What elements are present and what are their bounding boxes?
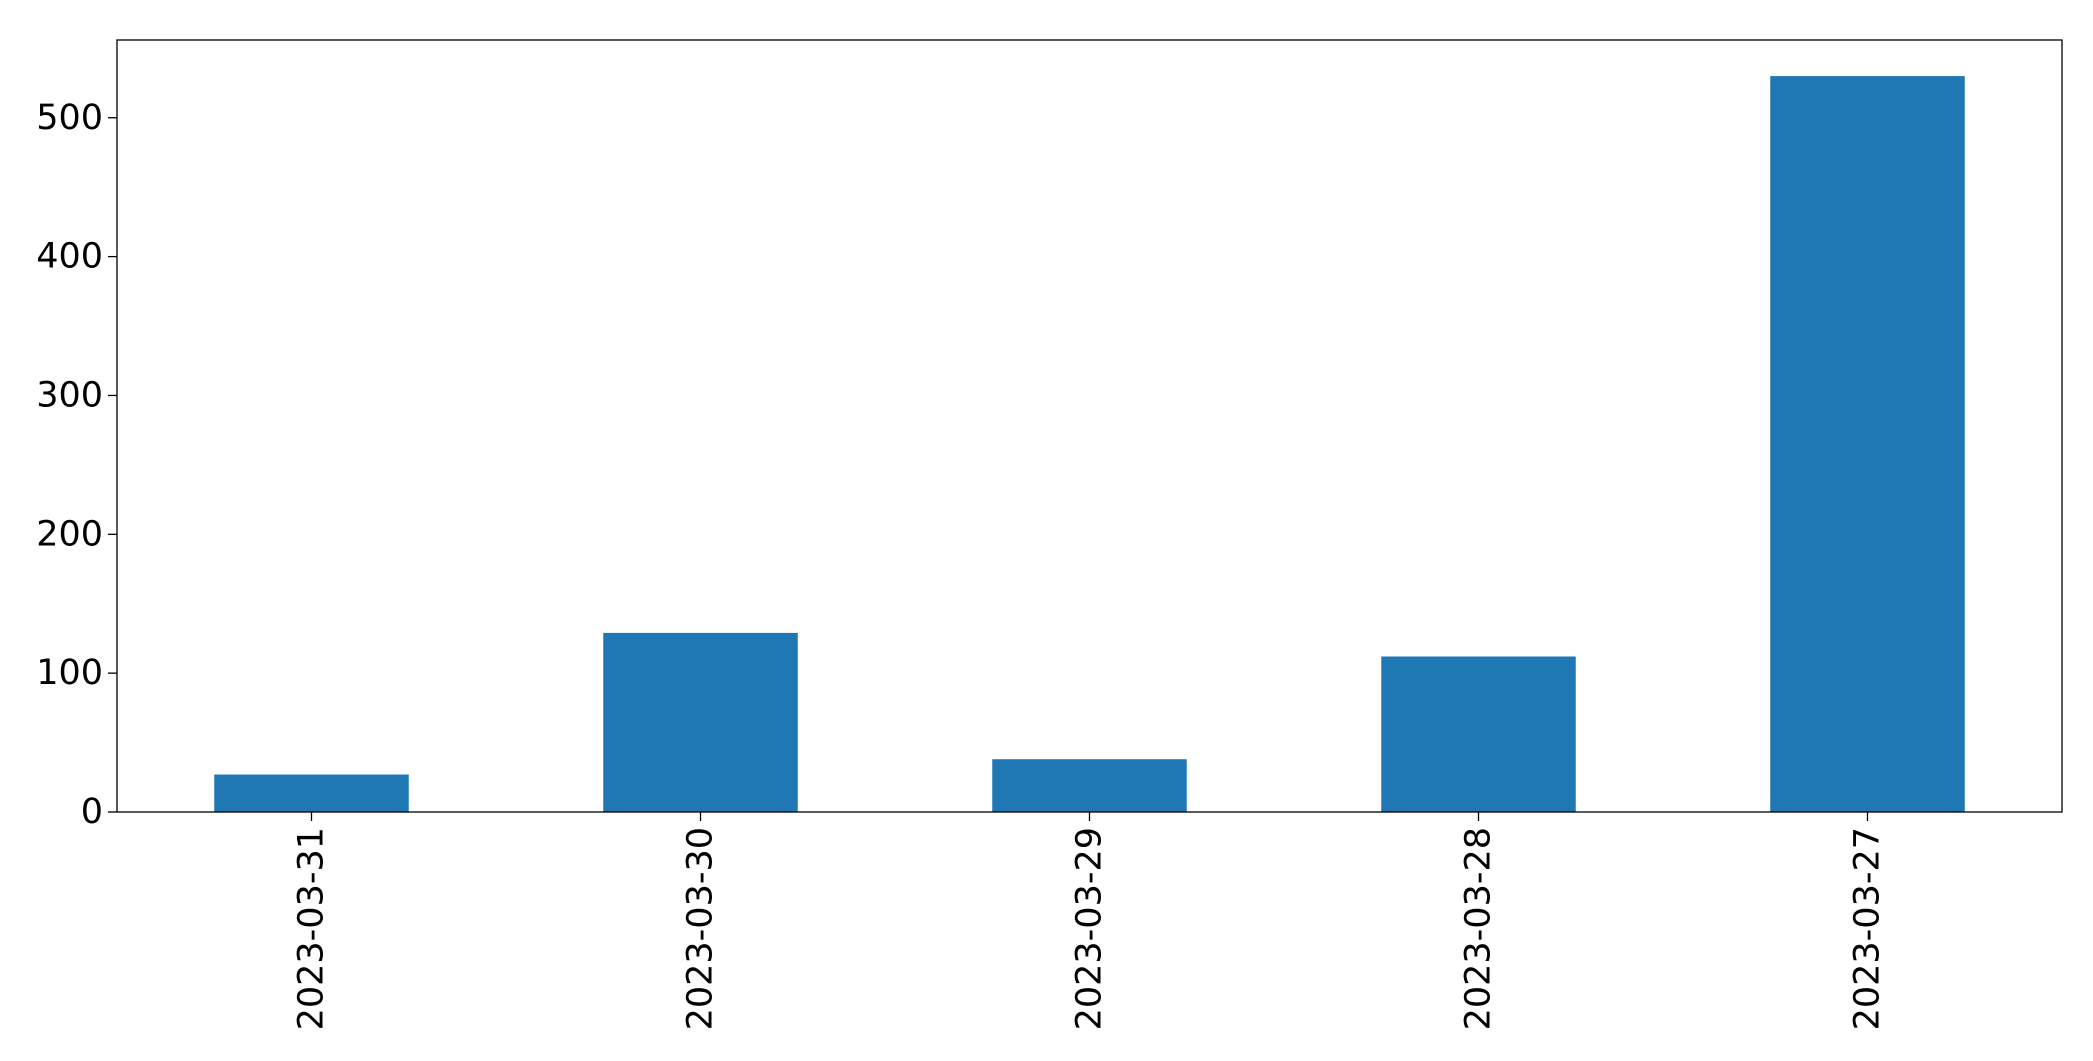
- bar-2023-03-29: [992, 759, 1187, 812]
- x-tick-label: 2023-03-30: [681, 827, 721, 1030]
- bar-2023-03-27: [1770, 76, 1965, 813]
- bars: [214, 76, 1965, 813]
- plot-frame: [116, 39, 2063, 813]
- y-tick-label: 100: [36, 653, 103, 693]
- x-tick-label: 2023-03-31: [292, 827, 332, 1030]
- bar-2023-03-28: [1381, 656, 1576, 812]
- bar-2023-03-31: [214, 774, 409, 812]
- x-tick-label: 2023-03-27: [1848, 827, 1888, 1030]
- x-tick-label: 2023-03-29: [1070, 827, 1110, 1030]
- x-axis: 2023-03-31 2023-03-30 2023-03-29 2023-03-28…: [292, 812, 1888, 1030]
- y-tick-label: 200: [36, 514, 103, 554]
- x-tick-label: 2023-03-28: [1459, 827, 1499, 1030]
- y-axis: 0 100 200 300 400 500: [36, 98, 117, 832]
- bar-2023-03-30: [603, 632, 798, 812]
- y-tick-label: 500: [36, 98, 103, 138]
- y-tick-label: 300: [36, 375, 103, 415]
- y-tick-label: 400: [36, 237, 103, 277]
- y-tick-label: 0: [81, 792, 103, 832]
